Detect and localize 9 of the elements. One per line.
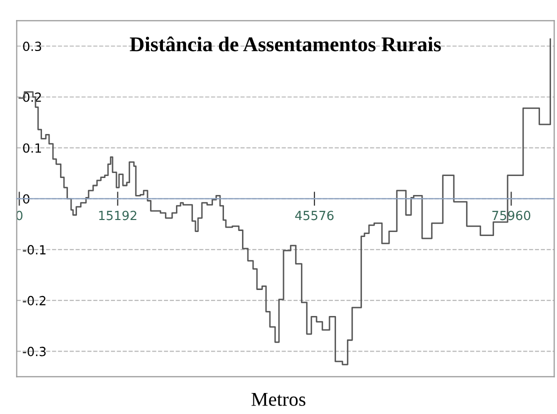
y-tick-label: -0.3 [22, 346, 46, 356]
y-tick-label: 0.1 [23, 143, 41, 153]
x-axis-title: Metros [252, 392, 306, 406]
y-tick-label: -0.2 [22, 296, 46, 306]
y-tick-label: 0.3 [23, 42, 42, 52]
y-tick-label: -0.1 [22, 245, 46, 255]
x-tick-label: 15192 [99, 210, 136, 220]
x-tick-label: 45576 [295, 210, 334, 220]
text: Distância de Assentamentos Rurais [130, 36, 441, 52]
